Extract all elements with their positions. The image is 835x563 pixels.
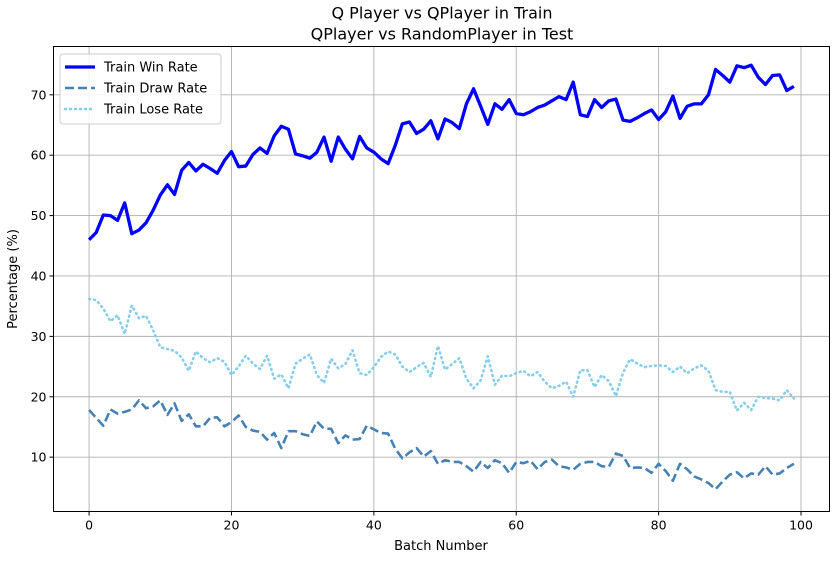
y-tick-label: 50: [31, 208, 47, 223]
legend-box: [59, 53, 222, 125]
y-tick-label: 30: [31, 329, 47, 344]
y-tick-label: 70: [31, 87, 47, 102]
x-tick-label: 60: [508, 518, 524, 533]
chart-title-line-1: Q Player vs QPlayer in Train: [332, 4, 553, 23]
series-line-1: [87, 63, 795, 241]
plot-frame: [53, 46, 830, 512]
legend: Train Win Rate Train Draw Rate Train Lose …: [59, 53, 222, 125]
y-tick-label: 40: [31, 268, 47, 283]
x-tick-label: 20: [224, 518, 240, 533]
y-axis-label: Percentage (%): [6, 229, 21, 329]
x-axis-label: Batch Number: [394, 539, 488, 554]
series-line-2: [88, 399, 795, 491]
x-tick-label: 100: [789, 518, 813, 533]
x-tick-label: 40: [366, 518, 382, 533]
legend-label-2: Train Draw Rate: [103, 82, 207, 97]
legend-label-1: Train Win Rate: [103, 61, 198, 76]
y-tick-label: 10: [31, 450, 47, 465]
x-tick-label: 80: [651, 518, 667, 533]
axis-ticks: 0 20 40 60 80 100 10 20 30 40 50 60 70: [31, 87, 813, 532]
y-tick-label: 60: [31, 148, 47, 163]
grid: [53, 46, 830, 512]
series-line-3: [87, 297, 796, 412]
x-tick-label: 0: [85, 518, 93, 533]
series-lines: [87, 63, 796, 491]
y-tick-label: 20: [31, 389, 47, 404]
legend-label-3: Train Lose Rate: [103, 103, 203, 118]
chart-title-line-2: QPlayer vs RandomPlayer in Test: [311, 25, 574, 44]
